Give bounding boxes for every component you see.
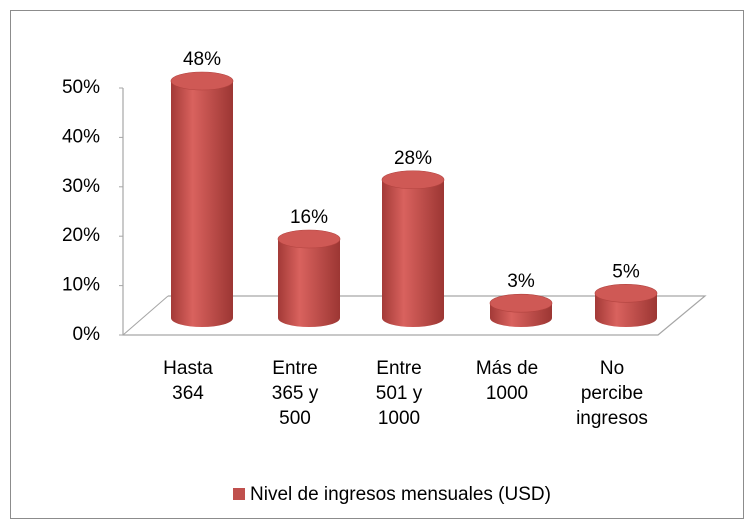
data-label: 5% bbox=[612, 261, 640, 282]
data-label: 16% bbox=[290, 207, 328, 228]
data-label: 28% bbox=[394, 148, 432, 169]
bar bbox=[382, 179, 444, 327]
bar bbox=[595, 293, 657, 327]
legend-swatch bbox=[233, 488, 245, 500]
legend-label: Nivel de ingresos mensuales (USD) bbox=[250, 484, 551, 505]
y-tick-label: 40% bbox=[62, 126, 100, 147]
bar-top bbox=[594, 284, 658, 303]
bar bbox=[171, 81, 233, 327]
data-label: 3% bbox=[507, 271, 535, 292]
bar bbox=[278, 239, 340, 327]
chart-border bbox=[10, 10, 744, 519]
x-tick-label: Más de 1000 bbox=[475, 358, 539, 404]
y-tick-label: 30% bbox=[62, 176, 100, 197]
floor-edge bbox=[122, 295, 169, 336]
data-label: 48% bbox=[183, 49, 221, 70]
x-tick-label: Entre 501 y 1000 bbox=[375, 358, 423, 429]
bar-top bbox=[170, 71, 234, 91]
x-tick-label: Entre 365 y 500 bbox=[271, 358, 319, 429]
y-tick-label: 20% bbox=[62, 225, 100, 246]
y-tick-label: 10% bbox=[62, 275, 100, 296]
x-tick-label: No percibe ingresos bbox=[576, 358, 648, 429]
y-tick-label: 50% bbox=[62, 77, 100, 98]
y-tick-label: 0% bbox=[73, 324, 101, 345]
bar-top bbox=[277, 229, 341, 249]
bar-top bbox=[381, 170, 445, 190]
bar-top bbox=[489, 293, 553, 313]
x-tick-label: Hasta 364 bbox=[163, 358, 213, 404]
